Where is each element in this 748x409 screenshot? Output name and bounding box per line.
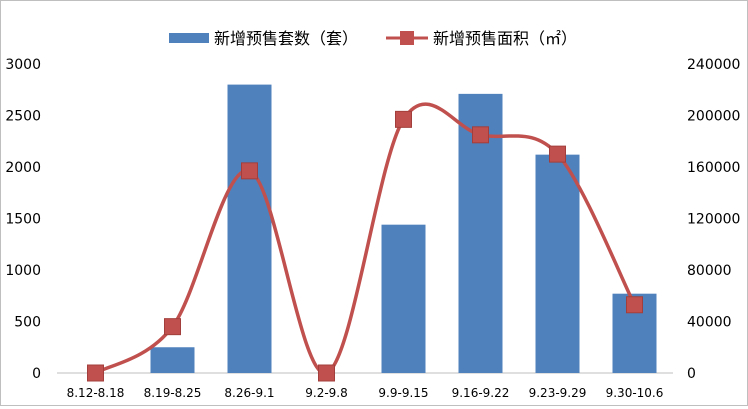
y-left-tick-label: 3000 xyxy=(5,57,41,73)
y-left-tick-label: 0 xyxy=(32,366,41,382)
y-right-tick-label: 80000 xyxy=(687,263,732,279)
y-right-tick-label: 160000 xyxy=(687,160,740,176)
x-tick-label: 8.19-8.25 xyxy=(144,386,202,400)
x-tick-label: 8.26-9.1 xyxy=(224,386,274,400)
line-marker xyxy=(87,364,104,382)
line-marker xyxy=(472,126,489,144)
bar xyxy=(150,347,195,373)
bar xyxy=(227,84,272,373)
x-tick-label: 9.2-9.8 xyxy=(305,386,348,400)
line-marker xyxy=(164,318,181,336)
x-tick-label: 9.16-9.22 xyxy=(452,386,510,400)
y-right-tick-label: 40000 xyxy=(687,315,732,331)
y-right-tick-label: 240000 xyxy=(687,57,740,73)
legend-label-line: 新增预售面积（㎡） xyxy=(433,29,577,48)
x-tick-label: 9.9-9.15 xyxy=(378,386,428,400)
x-tick-label: 9.30-10.6 xyxy=(606,386,664,400)
line-marker xyxy=(395,110,412,128)
line-marker xyxy=(549,145,566,163)
x-tick-label: 8.12-8.18 xyxy=(67,386,125,400)
category-labels: 8.12-8.18 8.19-8.25 8.26-9.1 9.2-9.8 9.9-9.1… xyxy=(67,386,664,400)
legend-label-bar: 新增预售套数（套） xyxy=(214,29,358,48)
line-marker xyxy=(241,162,258,180)
left-axis: 0 500 1000 1500 2000 2500 3000 xyxy=(5,57,41,382)
y-right-tick-label: 120000 xyxy=(687,212,740,228)
bar xyxy=(535,154,580,373)
y-left-tick-label: 2500 xyxy=(5,109,41,125)
y-right-tick-label: 0 xyxy=(687,366,696,382)
line-markers xyxy=(87,110,643,382)
line-marker xyxy=(318,364,335,382)
line-marker xyxy=(626,296,643,314)
legend-marker-line xyxy=(400,31,414,45)
legend: 新增预售套数（套） 新增预售面积（㎡） xyxy=(169,29,577,48)
y-left-tick-label: 500 xyxy=(14,315,41,331)
bar xyxy=(381,224,426,373)
bar-series xyxy=(150,84,657,374)
y-left-tick-label: 1500 xyxy=(5,212,41,228)
legend-swatch-bar xyxy=(169,33,209,43)
y-left-tick-label: 2000 xyxy=(5,160,41,176)
y-left-tick-label: 1000 xyxy=(5,263,41,279)
area-line xyxy=(94,102,637,375)
y-right-tick-label: 200000 xyxy=(687,109,740,125)
x-tick-label: 9.23-9.29 xyxy=(529,386,587,400)
right-axis: 0 40000 80000 120000 160000 200000 240000 xyxy=(687,57,740,382)
